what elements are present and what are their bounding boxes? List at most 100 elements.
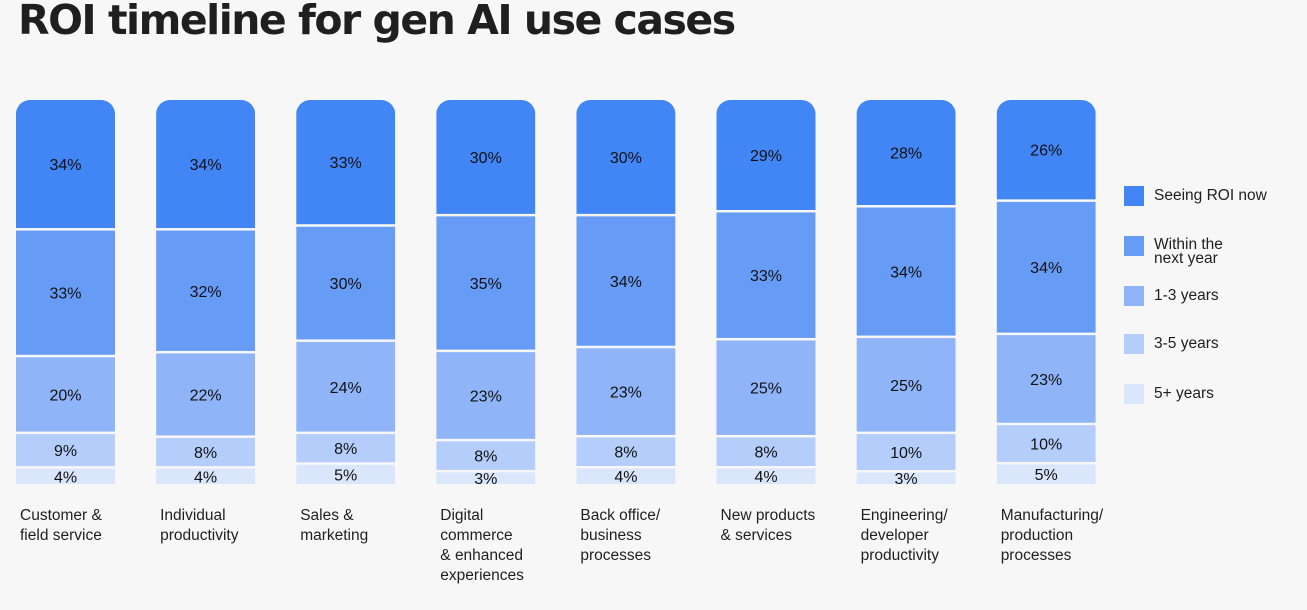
bar-segment-3-5-years	[436, 441, 536, 470]
legend-label: Seeing ROI now	[1154, 187, 1267, 204]
bar-segment-1-3-years	[996, 335, 1096, 423]
data-label-within-next-year: 32%	[190, 284, 222, 301]
data-label-5-plus-years: 4%	[194, 469, 217, 486]
bar-segment-seeing-roi-now	[436, 100, 536, 214]
bar-segment-1-3-years	[156, 353, 256, 436]
data-label-3-5-years: 8%	[334, 441, 357, 458]
data-label-seeing-roi-now: 30%	[470, 150, 502, 167]
legend-item-1-3-years: 1-3 years	[1124, 286, 1219, 306]
bar-segment-seeing-roi-now	[856, 100, 956, 206]
bar-4: 30% 35% 23% 8% 3%	[436, 100, 536, 488]
bar-3: 33% 30% 24% 8% 5%	[296, 100, 396, 484]
data-label-seeing-roi-now: 34%	[190, 157, 222, 174]
data-label-5-plus-years: 3%	[474, 471, 497, 488]
data-label-seeing-roi-now: 26%	[1030, 143, 1062, 160]
bar-segment-1-3-years	[856, 338, 956, 432]
legend-label: 3-5 years	[1154, 335, 1219, 352]
legend-swatch	[1124, 334, 1144, 354]
data-label-within-next-year: 34%	[1030, 260, 1062, 277]
legend-item-within-next-year: Within the next year	[1124, 236, 1223, 266]
bar-segment-3-5-years	[156, 437, 256, 467]
legend-item-5-plus-years: 5+ years	[1124, 384, 1214, 404]
data-label-seeing-roi-now: 34%	[49, 157, 81, 174]
data-label-1-3-years: 20%	[49, 387, 81, 404]
data-label-3-5-years: 8%	[474, 449, 497, 466]
bar-segment-seeing-roi-now	[716, 100, 816, 210]
bar-segment-within-next-year	[156, 230, 256, 351]
bar-segment-5-plus-years	[436, 472, 536, 484]
legend-label: Within the next year	[1154, 236, 1223, 267]
data-label-1-3-years: 24%	[330, 380, 362, 397]
bar-segment-seeing-roi-now	[156, 100, 256, 229]
data-label-within-next-year: 33%	[750, 268, 782, 285]
data-label-seeing-roi-now: 30%	[610, 150, 642, 167]
bar-segment-3-5-years	[716, 437, 816, 466]
data-label-3-5-years: 8%	[194, 445, 217, 462]
bar-segment-within-next-year	[436, 216, 536, 350]
category-label: Individual productivity	[160, 507, 239, 544]
data-label-5-plus-years: 5%	[1035, 467, 1058, 484]
bar-segment-1-3-years	[716, 340, 816, 435]
bar-5: 30% 34% 23% 8% 4%	[576, 100, 676, 486]
bar-segment-5-plus-years	[856, 472, 956, 484]
data-label-1-3-years: 23%	[1030, 372, 1062, 389]
legend-swatch	[1124, 186, 1144, 206]
bar-1: 34% 33% 20% 9% 4%	[16, 100, 115, 486]
data-label-within-next-year: 33%	[49, 286, 81, 303]
bar-segment-1-3-years	[436, 352, 536, 439]
data-label-5-plus-years: 5%	[334, 467, 357, 484]
data-label-within-next-year: 35%	[470, 276, 502, 293]
bar-segment-3-5-years	[856, 434, 956, 470]
legend-label: 1-3 years	[1154, 287, 1219, 304]
data-label-5-plus-years: 3%	[895, 471, 918, 488]
bar-segment-seeing-roi-now	[296, 100, 396, 225]
legend-item-seeing-roi-now: Seeing ROI now	[1124, 186, 1267, 206]
data-label-5-plus-years: 4%	[54, 469, 77, 486]
bar-segment-1-3-years	[296, 341, 396, 432]
data-label-1-3-years: 22%	[190, 387, 222, 404]
legend-swatch	[1124, 236, 1144, 256]
bar-segment-3-5-years	[16, 434, 115, 467]
bar-segment-1-3-years	[16, 357, 115, 432]
category-label: Engineering/ developer productivity	[860, 507, 948, 564]
bar-segment-seeing-roi-now	[576, 100, 676, 214]
data-label-within-next-year: 34%	[890, 265, 922, 282]
bar-segment-seeing-roi-now	[996, 100, 1096, 200]
bar-2: 34% 32% 22% 8% 4%	[156, 100, 256, 486]
legend-label: 5+ years	[1154, 385, 1214, 402]
bar-segment-seeing-roi-now	[16, 100, 115, 229]
data-label-seeing-roi-now: 29%	[750, 148, 782, 165]
data-label-within-next-year: 30%	[330, 276, 362, 293]
bar-segment-1-3-years	[576, 348, 676, 435]
category-label: Back office/ business processes	[580, 507, 661, 564]
category-label: Digital commerce & enhanced experiences	[440, 507, 524, 584]
data-label-1-3-years: 23%	[470, 388, 502, 405]
category-label: New products & services	[720, 507, 816, 544]
category-label: Customer & field service	[20, 507, 102, 544]
bar-segment-within-next-year	[856, 207, 956, 336]
data-label-within-next-year: 34%	[610, 274, 642, 291]
bar-segment-within-next-year	[996, 201, 1096, 333]
bar-segment-within-next-year	[296, 226, 396, 340]
legend-item-3-5-years: 3-5 years	[1124, 334, 1219, 354]
bar-7: 28% 34% 25% 10% 3%	[856, 100, 956, 488]
category-label: Manufacturing/ production processes	[1000, 507, 1104, 564]
bar-segment-5-plus-years	[296, 464, 396, 484]
data-label-3-5-years: 10%	[1030, 437, 1062, 454]
bar-segment-5-plus-years	[996, 464, 1096, 484]
data-label-3-5-years: 8%	[614, 445, 637, 462]
bar-8: 26% 34% 23% 10% 5%	[996, 100, 1096, 484]
category-label: Sales & marketing	[300, 507, 369, 544]
bar-segment-3-5-years	[296, 434, 396, 463]
bar-segment-5-plus-years	[576, 468, 676, 484]
bar-segment-3-5-years	[996, 425, 1096, 462]
bar-segment-within-next-year	[16, 230, 115, 355]
bar-segment-3-5-years	[576, 437, 676, 466]
data-label-3-5-years: 8%	[754, 445, 777, 462]
bar-segment-5-plus-years	[716, 468, 816, 484]
data-label-1-3-years: 23%	[610, 385, 642, 402]
bar-segment-within-next-year	[576, 216, 676, 346]
bar-segment-5-plus-years	[16, 468, 115, 484]
